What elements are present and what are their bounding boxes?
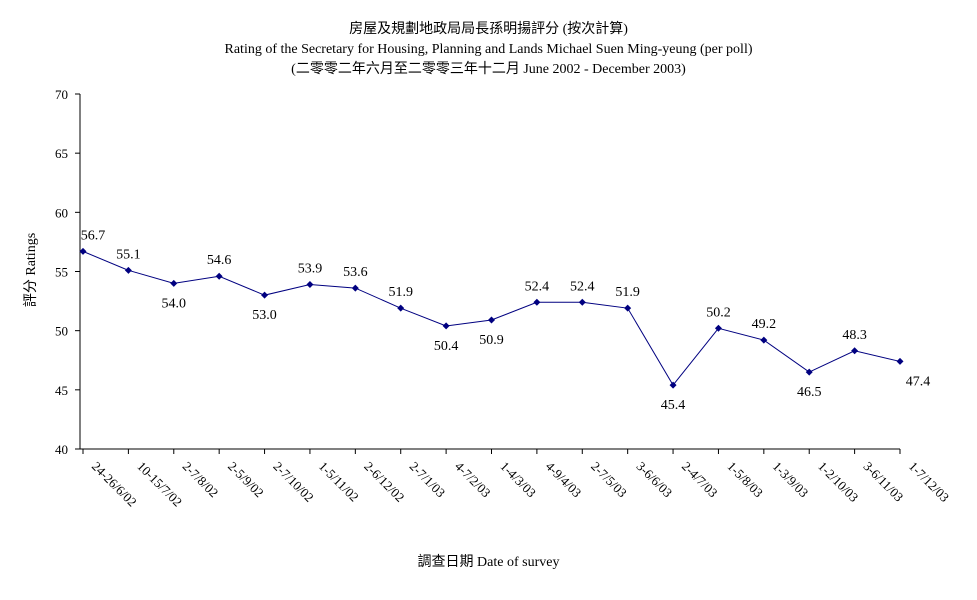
data-label: 54.0 (162, 296, 187, 311)
chart-title: 房屋及規劃地政局局長孫明揚評分 (按次計算) Rating of the Sec… (0, 20, 977, 80)
data-point (488, 316, 495, 324)
x-tick-label: 4-7/2/03 (452, 459, 494, 501)
data-label: 48.3 (842, 328, 867, 343)
data-point (851, 347, 859, 355)
chart-title-line-2: Rating of the Secretary for Housing, Pla… (224, 42, 753, 57)
data-label: 52.4 (570, 279, 595, 294)
x-tick-label: 10-15/7/02 (134, 459, 185, 510)
data-label: 51.9 (615, 285, 640, 300)
x-tick-label: 24-26/6/02 (89, 459, 140, 510)
x-tick-label: 2-5/9/02 (225, 459, 267, 501)
y-tick-label: 60 (55, 205, 68, 220)
data-point (306, 281, 314, 289)
y-tick-label: 55 (55, 265, 68, 280)
data-label: 50.9 (479, 333, 504, 348)
chart-title-line-3: (二零零二年六月至二零零三年十二月 June 2002 - December 2… (291, 62, 686, 77)
chart-title-line-1: 房屋及規劃地政局局長孫明揚評分 (按次計算) (349, 22, 628, 37)
data-point (442, 322, 450, 330)
data-label: 49.2 (752, 317, 777, 332)
data-label: 50.4 (434, 339, 459, 354)
x-tick-label: 2-6/12/02 (361, 459, 407, 505)
data-point (624, 304, 632, 312)
x-tick-label: 2-7/10/02 (270, 459, 316, 505)
data-point (714, 324, 722, 332)
data-label: 53.6 (343, 265, 368, 280)
x-tick-label: 1-7/12/03 (906, 459, 952, 505)
data-point (578, 298, 586, 306)
data-point (760, 336, 768, 344)
data-point (896, 357, 904, 365)
x-tick-label: 1-5/11/02 (316, 459, 362, 505)
data-point (124, 266, 132, 274)
x-axis-label: 調查日期 Date of survey (417, 555, 560, 570)
data-point (533, 298, 541, 306)
x-tick-label: 4-9/4/03 (543, 459, 585, 501)
data-label: 53.0 (252, 308, 277, 323)
data-labels: 56.7 55.1 54.0 54.6 53.0 53.9 53.6 51.9 50.4 50.9… (81, 228, 931, 413)
x-tick-label: 3-6/11/03 (860, 459, 906, 505)
data-label: 47.4 (906, 374, 931, 389)
x-tick-label: 1-3/9/03 (770, 459, 812, 501)
data-point (805, 368, 813, 376)
y-tick-label: 65 (55, 146, 68, 161)
data-label: 53.9 (298, 262, 323, 277)
data-label: 56.7 (81, 228, 106, 243)
x-tick-label: 1-4/3/03 (497, 459, 539, 501)
data-label: 51.9 (388, 285, 413, 300)
data-label: 45.4 (661, 398, 686, 413)
data-point (261, 291, 269, 299)
x-tick-label: 2-7/1/03 (407, 459, 449, 501)
data-point (351, 284, 359, 292)
x-tick-label: 2-7/8/02 (180, 459, 222, 501)
data-point (669, 381, 677, 389)
y-tick-label: 45 (55, 383, 68, 398)
x-tick-label: 1-2/10/03 (815, 459, 861, 505)
x-tick-label: 1-5/8/03 (724, 459, 766, 501)
data-point (215, 272, 223, 280)
y-tick-label: 40 (55, 442, 68, 457)
y-tick-label: 50 (55, 324, 68, 339)
data-label: 52.4 (525, 279, 550, 294)
data-point (79, 247, 87, 255)
series-ratings (79, 247, 904, 389)
data-point (397, 304, 405, 312)
x-tick-label: 2-7/5/03 (588, 459, 630, 501)
x-tick-label: 2-4/7/03 (679, 459, 721, 501)
y-axis-label: 評分 Ratings (24, 232, 39, 308)
data-label: 50.2 (706, 305, 731, 320)
data-label: 46.5 (797, 385, 822, 400)
chart-axes: 40 45 50 55 60 65 70 24-26/6/0210-15/7/022-7/8/… (55, 87, 952, 509)
data-label: 55.1 (116, 247, 141, 262)
data-point (170, 279, 178, 287)
y-tick-label: 70 (55, 87, 68, 102)
x-tick-label: 3-6/6/03 (634, 459, 676, 501)
data-label: 54.6 (207, 253, 232, 268)
